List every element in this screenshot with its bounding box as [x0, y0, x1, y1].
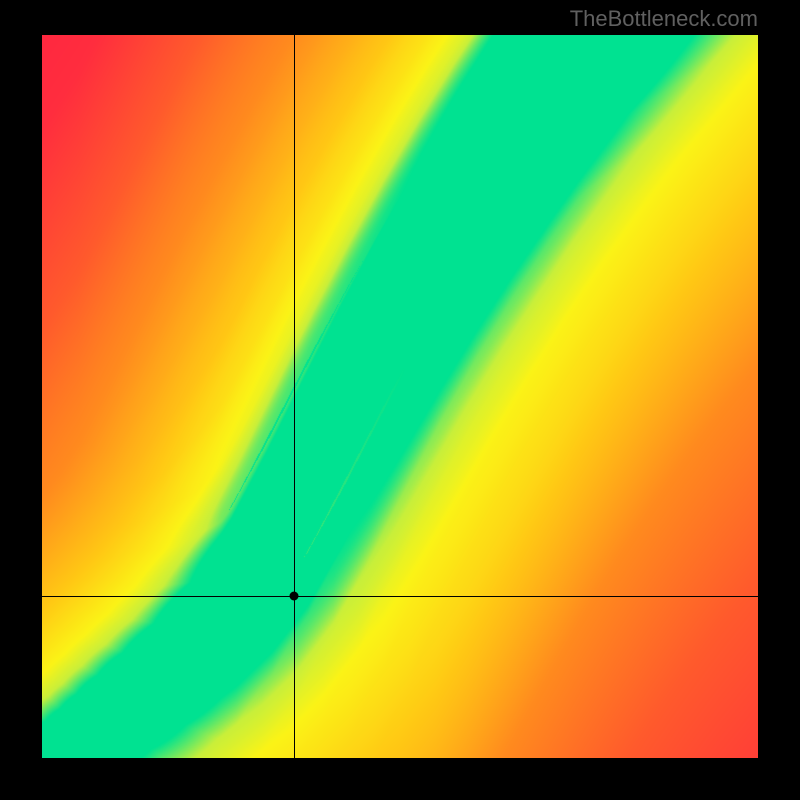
- crosshair-horizontal: [42, 596, 758, 597]
- crosshair-marker-dot: [289, 591, 298, 600]
- heatmap-plot: [42, 35, 758, 758]
- crosshair-vertical: [294, 35, 295, 758]
- watermark-text: TheBottleneck.com: [570, 6, 758, 32]
- heatmap-canvas: [42, 35, 758, 758]
